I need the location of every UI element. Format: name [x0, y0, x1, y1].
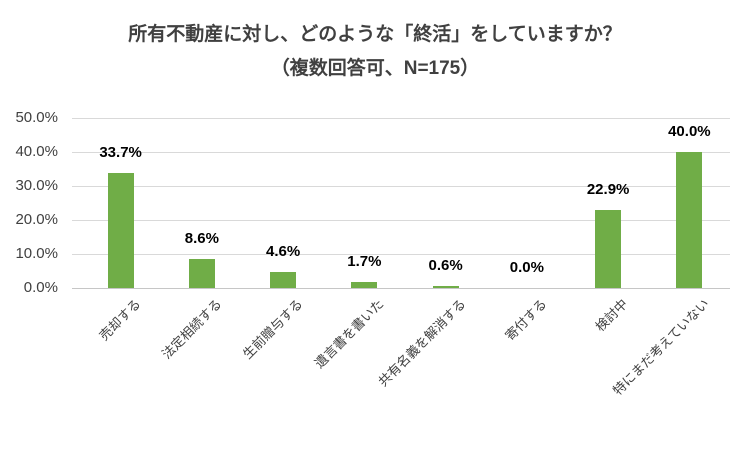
value-label: 22.9% — [586, 181, 630, 199]
gridline — [72, 117, 730, 119]
value-label: 40.0% — [668, 123, 711, 140]
chart-title-line1: 所有不動産に対し、どのような「終活」をしていますか？ — [128, 24, 622, 45]
bar — [595, 210, 622, 288]
value-label: 0.6% — [428, 256, 463, 274]
x-tick-label: 検討中 — [592, 296, 631, 335]
gridline — [72, 185, 730, 187]
y-tick-label: 20.0% — [15, 211, 58, 228]
bar — [676, 152, 703, 288]
value-label: 1.7% — [347, 253, 382, 271]
chart-title: 所有不動産に対し、どのような「終活」をしていますか？ （複数回答可、N=175） — [0, 18, 750, 86]
y-tick-label: 50.0% — [15, 109, 58, 126]
bar — [188, 258, 215, 288]
bar — [107, 173, 134, 288]
value-label: 33.7% — [99, 144, 142, 162]
x-tick-label: 共有名義を解消する — [374, 296, 469, 390]
value-label: 4.6% — [266, 243, 301, 261]
gridline — [72, 253, 730, 255]
bar — [270, 272, 297, 288]
x-tick-label: 法定相続する — [158, 296, 225, 362]
value-label: 0.0% — [509, 259, 544, 276]
gridline — [72, 151, 730, 153]
chart-title-line2: （複数回答可、N=175） — [270, 58, 480, 79]
bar — [432, 285, 459, 288]
value-label: 8.6% — [184, 229, 219, 247]
x-tick-label: 遺言書を書いた — [312, 296, 387, 371]
x-tick-label: 生前贈与する — [239, 296, 306, 362]
y-tick-label: 40.0% — [15, 143, 58, 160]
x-tick-label: 売却する — [95, 296, 144, 344]
gridline — [72, 219, 730, 221]
y-tick-label: 10.0% — [15, 245, 58, 262]
bar — [351, 282, 378, 288]
y-tick-label: 30.0% — [15, 177, 58, 194]
x-axis-line — [72, 287, 730, 289]
x-tick-label: 寄付する — [502, 296, 550, 344]
y-tick-label: 0.0% — [23, 279, 58, 296]
